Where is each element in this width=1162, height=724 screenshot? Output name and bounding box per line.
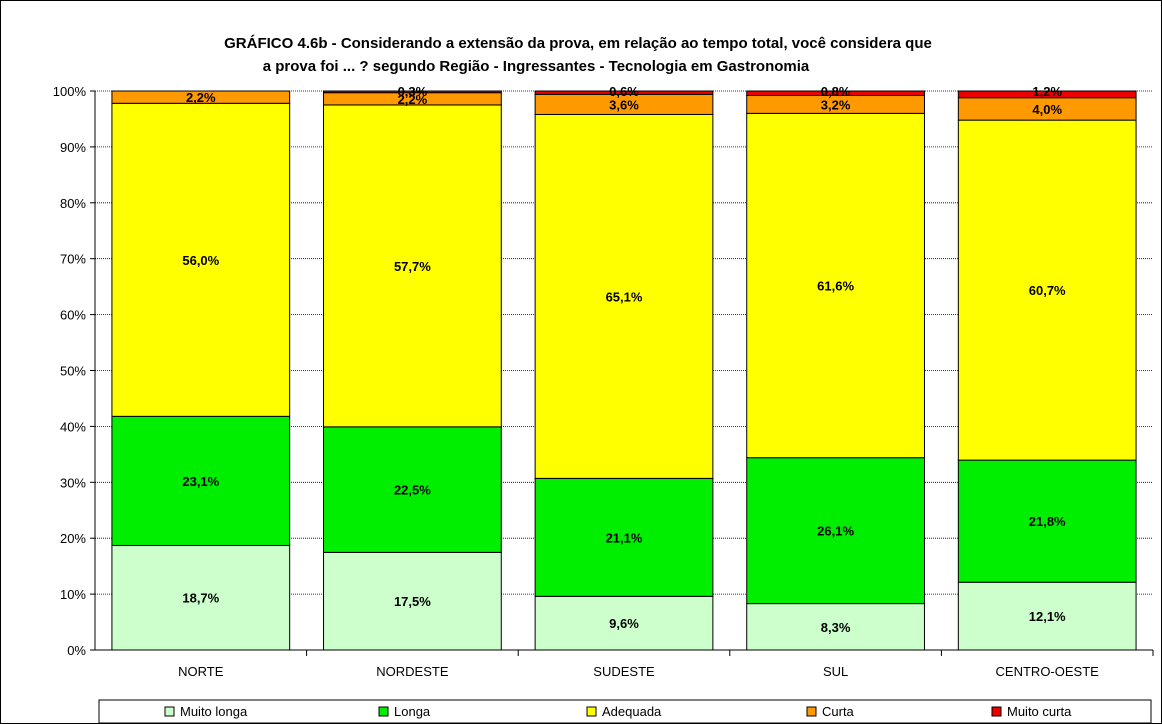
data-label: 56,0%	[182, 253, 219, 268]
data-label: 3,2%	[821, 97, 851, 112]
legend-swatch	[807, 707, 816, 716]
data-label: 3,6%	[609, 97, 639, 112]
chart-title-line-1: GRÁFICO 4.6b - Considerando a extensão d…	[224, 35, 932, 52]
data-label: 61,6%	[817, 279, 854, 294]
data-label: 0,8%	[821, 84, 851, 99]
y-tick-label: 30%	[60, 475, 86, 490]
data-label: 0,6%	[609, 84, 639, 99]
legend-swatch	[992, 707, 1001, 716]
data-label: 21,8%	[1029, 514, 1066, 529]
data-label: 2,2%	[186, 90, 216, 105]
y-tick-label: 80%	[60, 196, 86, 211]
data-label: 57,7%	[394, 259, 431, 274]
bars: 18,7%23,1%56,0%2,2%17,5%22,5%57,7%2,2%0,…	[112, 84, 1136, 650]
data-label: 26,1%	[817, 524, 854, 539]
data-label: 12,1%	[1029, 609, 1066, 624]
y-tick-label: 10%	[60, 587, 86, 602]
data-label: 21,1%	[606, 530, 643, 545]
data-label: 4,0%	[1032, 102, 1062, 117]
y-axis: 0% 10% 20% 30% 40% 50% 60% 70% 80% 90% 100%	[53, 84, 95, 658]
data-label: 60,7%	[1029, 283, 1066, 298]
legend-swatch	[379, 707, 388, 716]
y-tick-label: 0%	[67, 643, 86, 658]
y-tick-label: 40%	[60, 419, 86, 434]
legend-label: Longa	[394, 704, 431, 719]
legend-label: Muito curta	[1007, 704, 1072, 719]
x-category-label: NORDESTE	[376, 664, 449, 679]
y-tick-label: 70%	[60, 252, 86, 267]
y-tick-label: 20%	[60, 531, 86, 546]
data-label: 22,5%	[394, 483, 431, 498]
x-category-label: NORTE	[178, 664, 224, 679]
y-tick-label: 90%	[60, 140, 86, 155]
chart-title-line-2: a prova foi ... ? segundo Região - Ingre…	[263, 58, 810, 75]
legend: Muito longa Longa Adequada Curta Muito curta	[99, 700, 1151, 723]
legend-swatch	[165, 707, 174, 716]
legend-swatch	[587, 707, 596, 716]
data-label: 9,6%	[609, 616, 639, 631]
data-label: 65,1%	[606, 289, 643, 304]
x-axis: NORTE NORDESTE SUDESTE SUL CENTRO-OESTE	[95, 650, 1153, 679]
data-label: 1,2%	[1032, 84, 1062, 99]
legend-label: Muito longa	[180, 704, 248, 719]
x-category-label: CENTRO-OESTE	[996, 664, 1100, 679]
legend-label: Adequada	[602, 704, 662, 719]
data-label: 17,5%	[394, 594, 431, 609]
data-label: 18,7%	[182, 591, 219, 606]
legend-label: Curta	[822, 704, 855, 719]
data-label: 23,1%	[182, 474, 219, 489]
y-tick-label: 100%	[53, 84, 87, 99]
y-tick-label: 60%	[60, 308, 86, 323]
y-tick-label: 50%	[60, 364, 86, 379]
data-label: 0,3%	[398, 84, 428, 99]
x-category-label: SUL	[823, 664, 848, 679]
x-category-label: SUDESTE	[593, 664, 655, 679]
data-label: 8,3%	[821, 620, 851, 635]
